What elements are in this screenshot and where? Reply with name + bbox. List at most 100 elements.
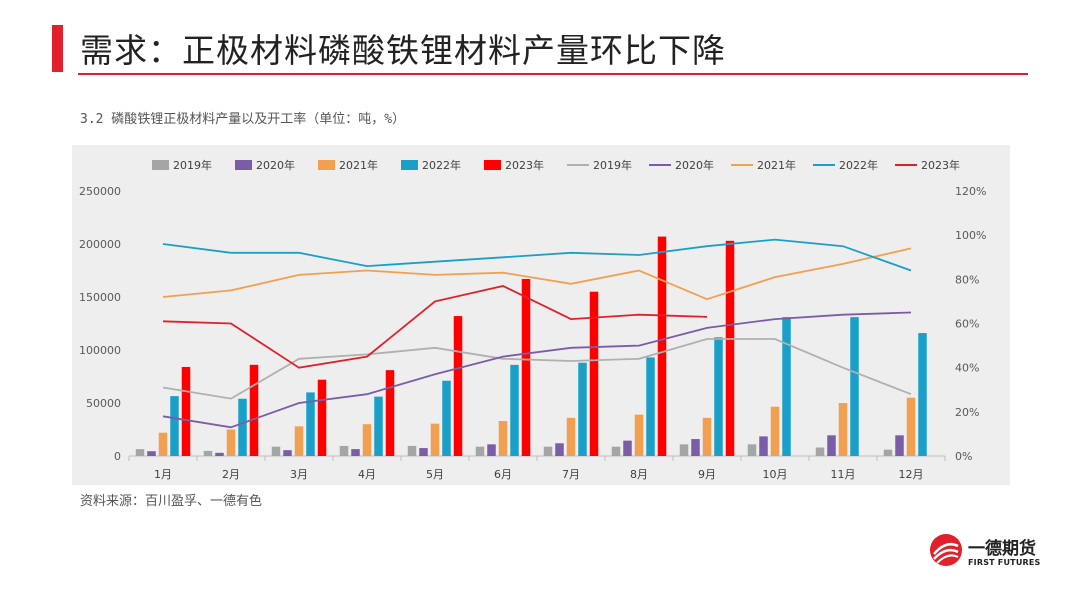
- legend-swatch-bar-2023年: [484, 160, 501, 170]
- bar-2023年: [249, 364, 259, 456]
- bar-2020年: [691, 439, 700, 456]
- x-tick-label: 10月: [763, 468, 788, 481]
- bar-2020年: [215, 452, 224, 456]
- title-divider: [78, 73, 1028, 75]
- bar-2019年: [475, 446, 485, 456]
- legend-label-line: 2022年: [839, 158, 878, 172]
- x-tick-label: 9月: [698, 468, 716, 481]
- legend-label-bar: 2020年: [256, 158, 295, 172]
- bar-2020年: [487, 444, 496, 456]
- line-2019年: [162, 338, 912, 400]
- legend-label-bar: 2021年: [339, 158, 378, 172]
- bar-2020年: [623, 440, 632, 456]
- bar-2023年: [453, 316, 463, 456]
- bar-2020年: [419, 448, 428, 456]
- x-tick-label: 7月: [562, 468, 580, 481]
- bar-2019年: [679, 444, 689, 456]
- bar-2019年: [135, 449, 145, 456]
- bar-2023年: [521, 278, 531, 456]
- source-note: 资料来源：百川盈孚、一德有色: [80, 494, 263, 509]
- logo-mark-icon: [930, 534, 962, 566]
- bar-2019年: [203, 450, 213, 456]
- bar-2022年: [510, 364, 519, 456]
- bar-2022年: [850, 317, 859, 456]
- chart-axes: 0 50000 100000 150000 200000 250000 0% 20% 40% 60…: [79, 185, 986, 481]
- bar-2019年: [271, 446, 281, 456]
- bar-2022年: [782, 317, 791, 456]
- bar-2022年: [442, 380, 451, 456]
- bar-2019年: [815, 447, 825, 456]
- legend-label-line: 2020年: [675, 158, 714, 172]
- x-tick-label: 1月: [154, 468, 172, 481]
- x-tick-label: 11月: [831, 468, 856, 481]
- x-tick-label: 12月: [899, 468, 924, 481]
- bar-2020年: [147, 451, 156, 456]
- bar-2023年: [589, 291, 599, 456]
- legend-label-line: 2019年: [593, 158, 632, 172]
- chart-background: [72, 145, 1010, 485]
- line-2022年: [162, 238, 912, 272]
- bar-2020年: [759, 436, 768, 456]
- y-right-tick-label: 60%: [955, 318, 979, 331]
- legend-label-bar: 2019年: [173, 158, 212, 172]
- bar-2019年: [883, 449, 893, 456]
- bar-2021年: [294, 426, 304, 456]
- bar-2022年: [374, 396, 383, 456]
- legend-swatch-bar-2020年: [235, 160, 252, 170]
- bar-2022年: [306, 392, 315, 456]
- y-right-tick-label: 100%: [955, 229, 986, 242]
- bar-2023年: [725, 240, 735, 456]
- bar-2022年: [918, 333, 927, 456]
- y-left-tick-label: 100000: [79, 344, 121, 357]
- bar-2021年: [498, 421, 508, 456]
- bar-2021年: [226, 429, 236, 456]
- bar-2021年: [430, 423, 440, 456]
- bar-2020年: [283, 450, 292, 456]
- bar-2022年: [170, 396, 179, 456]
- bar-2021年: [362, 424, 372, 456]
- logo-name-cn: 一德期货: [968, 539, 1036, 559]
- y-left-tick-label: 50000: [86, 397, 121, 410]
- production-chart: 2019年 2020年 2021年 2022年 2023年 2019年 2020年 2021年…: [72, 145, 1010, 485]
- legend-label-bar: 2022年: [422, 158, 461, 172]
- bar-2021年: [906, 397, 916, 456]
- y-left-tick-label: 0: [114, 450, 121, 463]
- y-right-tick-label: 80%: [955, 273, 979, 286]
- legend-label-bar: 2023年: [505, 158, 544, 172]
- line-series-group: [162, 238, 912, 429]
- legend-label-line: 2021年: [757, 158, 796, 172]
- bar-2021年: [566, 417, 576, 456]
- company-logo: 一德期货 FIRST FUTURES: [928, 532, 1048, 572]
- y-right-tick-label: 40%: [955, 362, 979, 375]
- title-accent-bar: [52, 25, 63, 72]
- bar-2019年: [611, 446, 621, 456]
- bar-2022年: [646, 357, 655, 456]
- x-tick-label: 2月: [222, 468, 240, 481]
- y-right-tick-label: 20%: [955, 406, 979, 419]
- line-2020年: [162, 311, 912, 429]
- y-left-tick-label: 200000: [79, 238, 121, 251]
- legend-swatch-bar-2022年: [401, 160, 418, 170]
- y-right-tick-label: 0%: [955, 450, 972, 463]
- bar-2019年: [339, 445, 349, 456]
- legend-swatch-bar-2021年: [318, 160, 335, 170]
- legend-label-line: 2023年: [921, 158, 960, 172]
- bar-2021年: [770, 406, 780, 456]
- bar-2022年: [578, 362, 587, 456]
- bar-2021年: [158, 432, 168, 456]
- x-tick-label: 6月: [494, 468, 512, 481]
- bar-2019年: [543, 446, 553, 456]
- bar-2022年: [238, 398, 247, 456]
- line-2023年: [162, 285, 708, 369]
- y-left-tick-label: 150000: [79, 291, 121, 304]
- bar-2022年: [714, 337, 723, 456]
- bar-2020年: [895, 435, 904, 456]
- bar-2021年: [634, 414, 644, 456]
- x-tick-label: 8月: [630, 468, 648, 481]
- line-2021年: [162, 247, 912, 301]
- bar-2021年: [838, 403, 848, 456]
- bar-2023年: [317, 379, 327, 456]
- bar-2021年: [702, 417, 712, 456]
- bar-series-group: [135, 236, 927, 456]
- bar-2023年: [657, 236, 667, 456]
